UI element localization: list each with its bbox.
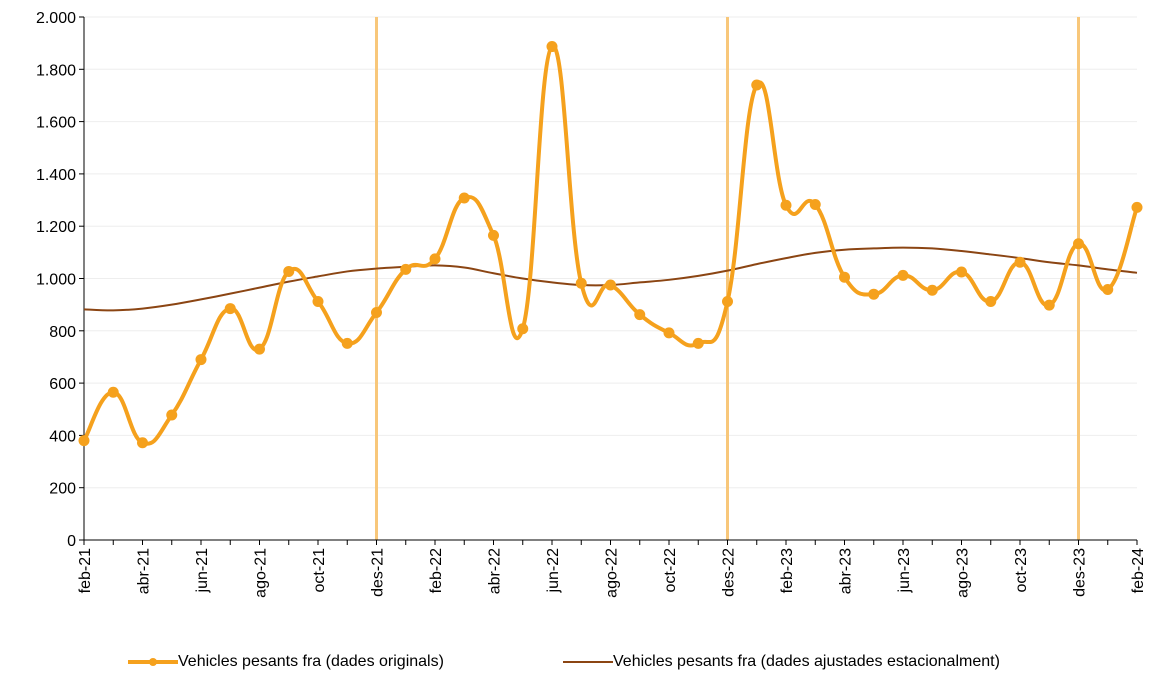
legend: Vehicles pesants fra (dades originals) V…: [0, 650, 1157, 674]
x-tick-labels: feb-21 abr-21 jun-21 ago-21 oct-21 des-21 feb-…: [77, 548, 1147, 598]
x-tick-label: oct-21: [311, 548, 328, 593]
x-tick-label: abr-22: [487, 548, 504, 594]
x-tick-label: abr-21: [136, 548, 153, 594]
data-point: [254, 343, 265, 355]
data-point: [839, 271, 850, 283]
data-point: [605, 279, 616, 291]
y-tick-labels: 0 200 400 600 800 1.000 1.200 1.400 1.600 1.800 2.…: [36, 10, 76, 550]
data-point: [195, 354, 207, 366]
axes: [79, 16, 1138, 545]
legend-item-original: Vehicles pesants fra (dades originals): [128, 650, 444, 674]
grid-lines: [84, 16, 1137, 489]
y-tick-label: 0: [67, 533, 76, 550]
legend-item-adjusted: Vehicles pesants fra (dades ajustades es…: [563, 650, 1000, 674]
y-tick-label: 1.600: [36, 115, 76, 132]
x-tick-label: ago-21: [253, 548, 270, 598]
data-point: [312, 296, 324, 308]
data-point: [985, 296, 997, 308]
x-tick-label: feb-21: [77, 548, 94, 593]
data-point: [1014, 256, 1026, 268]
x-tick-label: feb-24: [1130, 548, 1147, 593]
series-line: [83, 246, 1138, 312]
data-point: [137, 437, 148, 449]
data-point: [458, 192, 470, 204]
data-point: [692, 337, 704, 349]
y-tick-label: 800: [49, 324, 76, 341]
y-tick-label: 600: [49, 376, 76, 393]
y-tick-label: 1.200: [36, 219, 76, 236]
data-point: [224, 303, 236, 315]
series-original: [78, 41, 1143, 449]
data-point: [1073, 238, 1084, 250]
legend-swatch-original: [128, 658, 178, 666]
x-tick-label: jun-22: [545, 548, 562, 594]
x-tick-label: jun-21: [194, 548, 211, 594]
x-tick-label: ago-23: [955, 548, 972, 598]
x-tick-label: des-22: [721, 548, 738, 597]
series-adjusted: [83, 246, 1138, 312]
x-tick-label: ago-22: [604, 548, 621, 598]
data-point: [107, 386, 119, 398]
x-tick-label: des-21: [370, 548, 387, 597]
data-point: [897, 269, 909, 281]
data-point: [634, 309, 646, 321]
data-point: [575, 277, 587, 289]
x-tick-label: oct-23: [1013, 548, 1030, 593]
data-point: [926, 284, 938, 296]
legend-label-adjusted: Vehicles pesants fra (dades ajustades es…: [613, 653, 1000, 670]
data-point: [1102, 283, 1114, 295]
data-point: [868, 288, 880, 300]
data-point: [663, 327, 675, 339]
series-line: [82, 44, 1139, 446]
data-point: [751, 79, 763, 91]
year-marker-lines: [375, 17, 1080, 540]
data-point: [1131, 201, 1143, 213]
data-point: [780, 199, 792, 211]
x-tick-label: abr-23: [838, 548, 855, 594]
data-point: [517, 323, 529, 335]
x-tick-label: jun-23: [896, 548, 913, 594]
data-point: [722, 296, 733, 308]
y-tick-label: 200: [49, 481, 76, 498]
data-point: [78, 435, 90, 447]
y-tick-label: 1.000: [36, 272, 76, 289]
y-tick-label: 400: [49, 428, 76, 445]
data-point: [341, 337, 353, 349]
y-tick-label: 1.400: [36, 167, 76, 184]
data-point: [1043, 299, 1055, 311]
x-tick-label: feb-23: [779, 548, 796, 593]
data-point: [400, 263, 412, 275]
data-point: [488, 229, 499, 241]
legend-swatch-adjusted: [563, 661, 613, 663]
x-tick-label: feb-22: [428, 548, 445, 593]
data-point: [371, 306, 382, 318]
data-point: [429, 253, 441, 265]
legend-label-original: Vehicles pesants fra (dades originals): [178, 653, 444, 670]
y-tick-label: 1.800: [36, 62, 76, 79]
data-point: [166, 409, 178, 421]
data-point: [546, 41, 558, 53]
y-tick-label: 2.000: [36, 10, 76, 27]
x-tick-label: des-23: [1072, 548, 1089, 597]
x-tick-label: oct-22: [662, 548, 679, 593]
data-point: [956, 266, 967, 278]
data-point: [809, 198, 821, 210]
data-point: [283, 265, 295, 277]
series: [78, 41, 1143, 449]
